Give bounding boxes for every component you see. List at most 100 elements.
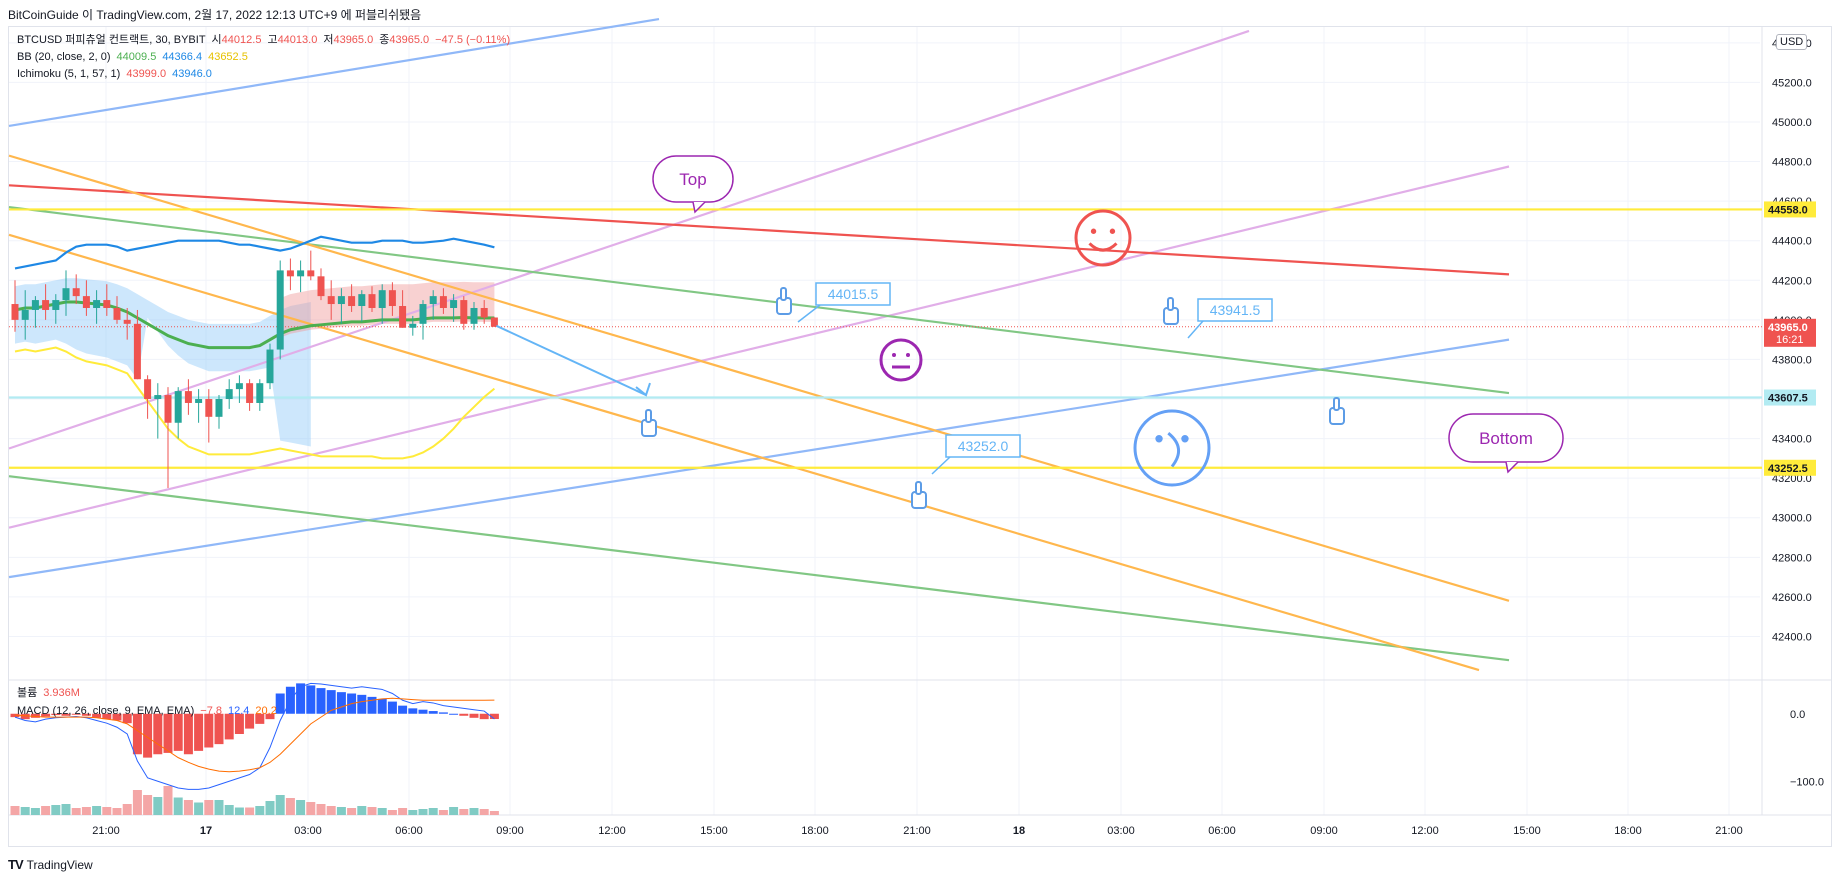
legend-ichi-label: Ichimoku (5, 1, 57, 1) <box>17 68 121 80</box>
time-tick-6: 15:00 <box>700 825 728 837</box>
tradingview-logo: TV <box>8 857 24 872</box>
volume-bar-33 <box>347 808 357 815</box>
macd-hist-bar-1 <box>20 713 30 720</box>
candle-body-37 <box>388 290 396 307</box>
legend-ichi-1: 43999.0 <box>126 68 167 80</box>
legend-macd-1: −7.8 <box>200 705 222 717</box>
macd-hist-bar-18 <box>194 713 204 751</box>
time-tick-9: 18 <box>1013 825 1025 837</box>
volume-bar-14 <box>153 797 163 815</box>
neutral-face-icon-outline <box>879 338 923 382</box>
bb-lower-line <box>14 346 496 460</box>
callout-43252-box <box>945 434 1021 458</box>
legend-price: BTCUSD 퍼피츄얼 컨트랙트, 30, BYBIT 시44012.5 고4401… <box>17 33 516 47</box>
callout-44015-label: 44015.5 <box>828 286 879 302</box>
volume-bar-29 <box>306 802 316 815</box>
macd-hist-bar-36 <box>377 698 387 714</box>
candle-body-28 <box>297 270 305 277</box>
legend-macd: MACD (12, 26, close, 9, EMA, EMA) −7.8 12.… <box>17 704 283 718</box>
callout-43941-box <box>1197 298 1273 322</box>
candle-body-47 <box>490 317 498 327</box>
macd-hist-bar-10 <box>112 713 122 721</box>
neutral-face-icon-eye-right <box>906 353 910 357</box>
ichimoku-cloud-blue <box>15 278 311 447</box>
candle-body-21 <box>225 389 233 400</box>
legend-bb-mid: 44009.5 <box>116 51 157 63</box>
volume-bar-7 <box>81 807 91 815</box>
price-label-2: 43607.5 <box>1768 393 1808 405</box>
macd-hist-bar-12 <box>132 713 142 755</box>
volume-bar-45 <box>469 808 479 815</box>
legend-open: 44012.5 <box>221 34 262 46</box>
legend-vol-label: 볼륨 <box>17 687 38 699</box>
legend-change: −47.5 (−0.11%) <box>435 34 511 46</box>
price-tick-7: 43800.0 <box>1772 354 1812 366</box>
time-tick-11: 06:00 <box>1208 825 1236 837</box>
macd-tick-1: −100.0 <box>1790 776 1824 788</box>
macd-hist-bar-2 <box>30 713 40 718</box>
legend-bb-upper: 44366.4 <box>162 51 203 63</box>
macd-tick-0: 0.0 <box>1790 709 1805 721</box>
candle-body-11 <box>123 319 131 324</box>
volume-bar-34 <box>357 806 367 815</box>
candle-body-43 <box>450 300 458 308</box>
volume-bar-19 <box>204 800 214 815</box>
candle-body-3 <box>42 300 50 310</box>
legend-macd-label: MACD (12, 26, close, 9, EMA, EMA) <box>17 705 195 717</box>
volume-bar-6 <box>71 808 81 815</box>
bb-upper-line <box>14 235 495 270</box>
volume-bar-39 <box>408 810 418 815</box>
candle-body-23 <box>246 383 254 403</box>
trend-line-0 <box>8 17 660 128</box>
currency-button[interactable]: USD <box>1776 34 1808 50</box>
time-tick-13: 12:00 <box>1411 825 1439 837</box>
macd-hist-bar-30 <box>316 688 326 714</box>
legend-ichimoku: Ichimoku (5, 1, 57, 1) 43999.0 43946.0 <box>17 67 218 81</box>
volume-bar-23 <box>245 807 255 815</box>
volume-bar-24 <box>255 806 265 815</box>
happy-face-icon-outline <box>1074 209 1132 267</box>
macd-hist-bar-21 <box>224 713 234 740</box>
macd-hist-bar-11 <box>122 713 132 724</box>
volume-bar-22 <box>234 807 244 815</box>
macd-hist-bar-42 <box>438 712 448 714</box>
candle-body-46 <box>480 307 488 318</box>
volume-bar-46 <box>479 809 489 815</box>
candle-body-29 <box>307 270 315 277</box>
macd-hist-bar-43 <box>449 713 459 715</box>
legend-macd-2: 12.4 <box>228 705 250 717</box>
macd-hist-bar-40 <box>418 709 428 714</box>
volume-bar-31 <box>326 806 336 815</box>
legend-h-label: 고 <box>267 34 278 46</box>
price-tick-13: 45000.0 <box>1772 117 1812 129</box>
macd-hist-bar-31 <box>326 690 336 714</box>
signal-line <box>14 697 495 773</box>
publish-header: BitCoinGuide 이 TradingView.com, 2월 17, 2… <box>8 8 422 22</box>
macd-hist-bar-39 <box>408 708 418 714</box>
candle-body-33 <box>348 296 356 307</box>
price-label-2-bg <box>1764 389 1816 406</box>
candle-body-10 <box>113 307 121 320</box>
time-tick-8: 21:00 <box>903 825 931 837</box>
candle-body-1 <box>21 309 29 320</box>
candle-body-35 <box>368 294 376 308</box>
volume-bar-1 <box>20 807 30 815</box>
volume-bar-16 <box>173 797 183 815</box>
price-label-1-bg <box>1764 318 1816 347</box>
volume-bar-28 <box>296 800 306 815</box>
time-tick-14: 15:00 <box>1513 825 1541 837</box>
macd-hist-bar-19 <box>204 713 214 748</box>
candle-body-38 <box>399 306 407 328</box>
projection-arrowhead <box>635 382 651 397</box>
trend-line-2 <box>8 29 1250 450</box>
happy-face-icon-eye-left <box>1090 228 1097 234</box>
macd-hist-bar-16 <box>173 713 183 751</box>
candle-body-4 <box>52 300 60 310</box>
legend-bb: BB (20, close, 2, 0) 44009.5 44366.4 43652.… <box>17 50 254 64</box>
macd-hist-bar-13 <box>143 713 153 758</box>
price-tick-0: 42400.0 <box>1772 631 1812 643</box>
top-bubble-tail <box>692 201 706 214</box>
time-tick-4: 09:00 <box>496 825 524 837</box>
macd-hist-bar-17 <box>183 713 193 755</box>
